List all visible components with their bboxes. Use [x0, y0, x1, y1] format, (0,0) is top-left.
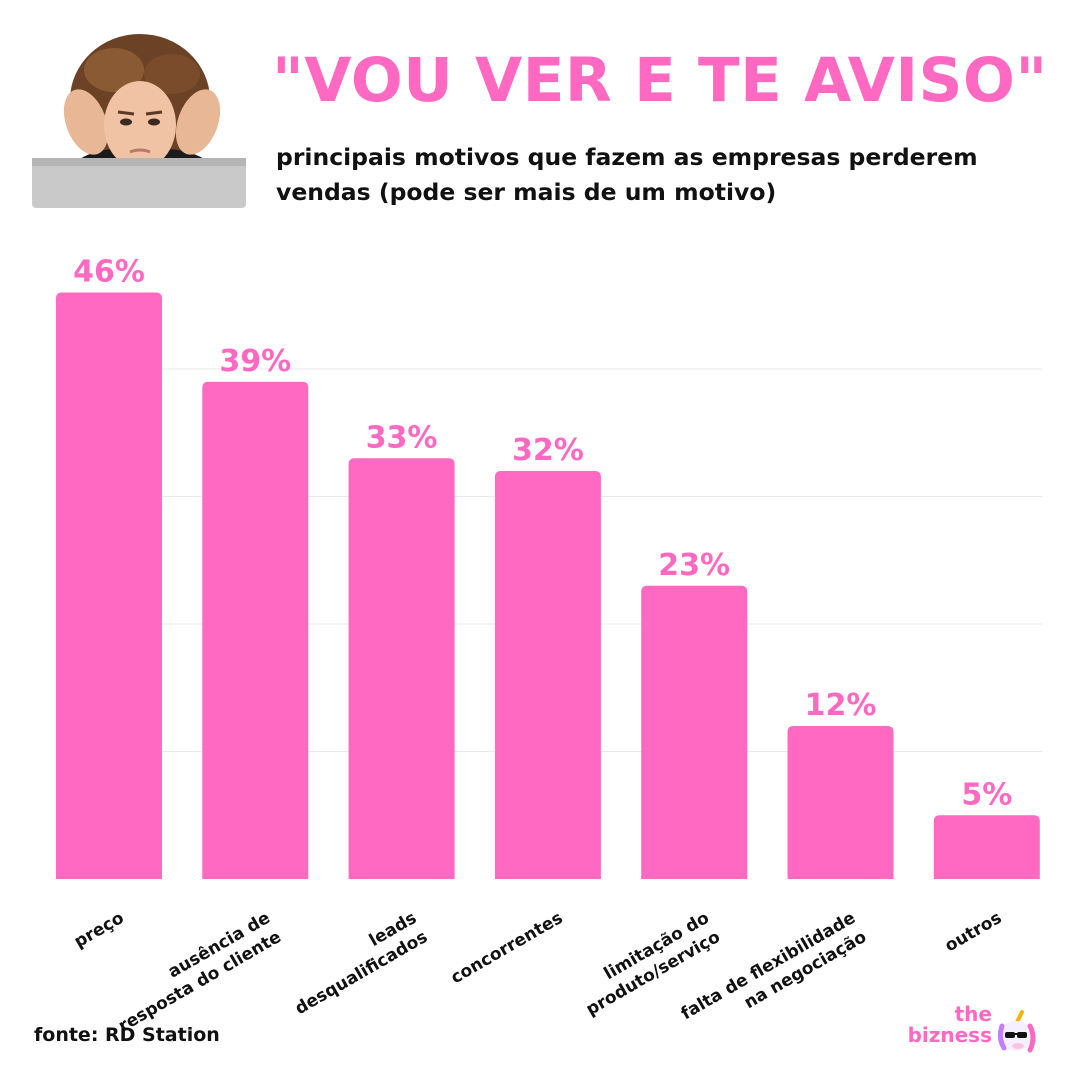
value-label-0: 46% — [73, 255, 145, 290]
bar-1 — [202, 381, 309, 879]
category-label-line: outros — [942, 908, 1006, 956]
brand-line-1: the — [954, 1002, 992, 1026]
value-label-3: 32% — [512, 433, 584, 468]
bar-6 — [933, 815, 1040, 879]
category-label-0: preço — [71, 908, 128, 952]
subtitle-line-2: vendas (pode ser mais de um motivo) — [276, 178, 777, 206]
value-label-4: 23% — [658, 548, 730, 583]
brand-text: the bizness — [908, 1004, 992, 1046]
unicorn-sunglasses-icon — [997, 1010, 1036, 1053]
brand-logo: the bizness — [890, 1004, 1040, 1054]
category-label-3: concorrentes — [447, 908, 566, 988]
value-label-1: 39% — [219, 344, 291, 379]
bar-3 — [494, 471, 601, 879]
category-label-line: resposta do cliente — [115, 927, 285, 1036]
category-label-6: outros — [942, 908, 1006, 956]
bar-4 — [641, 585, 748, 879]
source-caption: fonte: RD Station — [34, 1024, 220, 1046]
value-label-6: 5% — [961, 777, 1012, 812]
stressed-woman-laptop-photo — [32, 30, 248, 208]
stressed-woman-photo — [32, 30, 248, 208]
value-label-2: 33% — [366, 420, 438, 455]
subtitle-line-1: principais motivos que fazem as empresas… — [276, 143, 978, 171]
page-subtitle: principais motivos que fazem as empresas… — [276, 140, 1036, 210]
brand-line-2: bizness — [907, 1023, 992, 1047]
category-label-line: desqualificados — [292, 927, 431, 1019]
category-label-line: concorrentes — [447, 908, 566, 988]
value-label-5: 12% — [805, 688, 877, 723]
page-title: "VOU VER E TE AVISO" — [272, 45, 1048, 116]
bar-2 — [348, 458, 455, 879]
category-label-line: preço — [71, 908, 128, 952]
bar-5 — [787, 726, 894, 879]
bar-0 — [56, 292, 162, 879]
